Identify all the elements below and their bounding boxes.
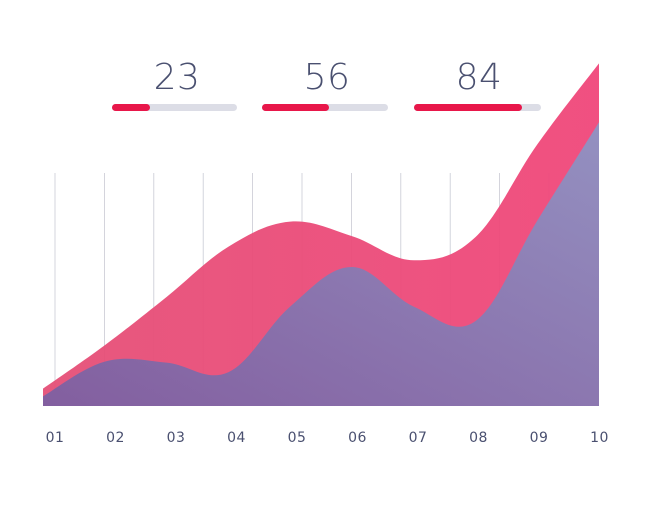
x-tick-label: 08 (469, 430, 488, 446)
progress-fill (262, 104, 329, 111)
x-tick-label: 04 (227, 430, 246, 446)
kpi-card-2: 56 (262, 54, 392, 118)
x-tick-label: 01 (46, 430, 65, 446)
x-tick-label: 06 (348, 430, 367, 446)
x-tick-label: 07 (409, 430, 428, 446)
x-tick-label: 05 (288, 430, 307, 446)
series-area-front (43, 122, 599, 406)
kpi-card-1: 23 (112, 54, 242, 118)
x-tick-label: 09 (530, 430, 549, 446)
kpi-card-3: 84 (414, 54, 544, 118)
kpi-value: 56 (303, 57, 351, 98)
progress-fill (414, 104, 522, 111)
progress-fill (112, 104, 150, 111)
x-tick-label: 02 (106, 430, 125, 446)
series-area-back (43, 63, 599, 407)
kpi-value: 84 (455, 57, 503, 98)
progress-track (112, 104, 237, 111)
progress-track (414, 104, 541, 111)
kpi-value: 23 (153, 57, 201, 98)
progress-track (262, 104, 388, 111)
x-tick-label: 03 (167, 430, 186, 446)
x-tick-label: 10 (590, 430, 609, 446)
